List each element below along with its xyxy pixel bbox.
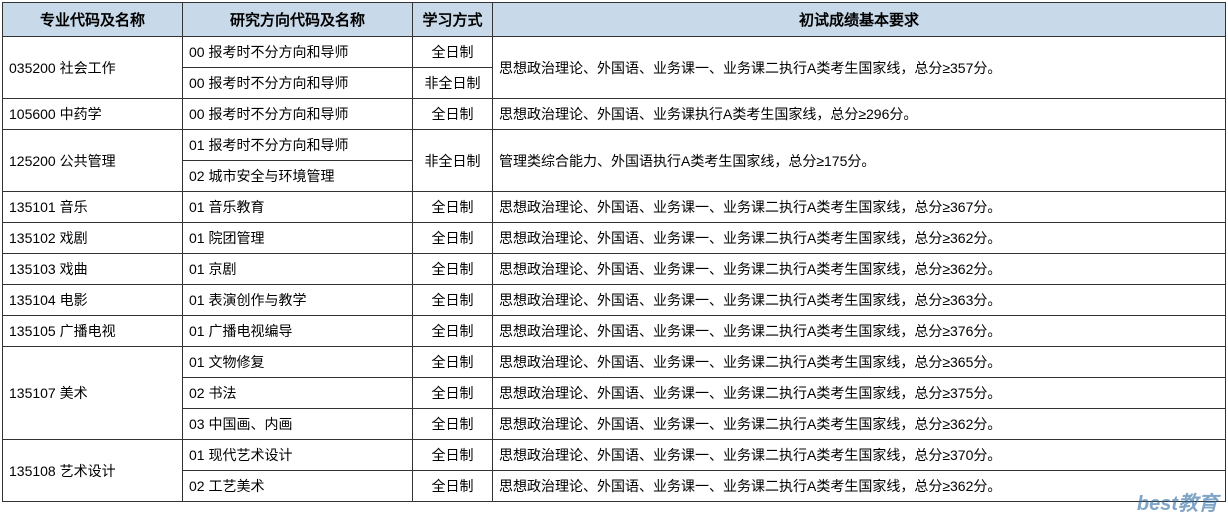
table-row: 135107 美术 01 文物修复 全日制 思想政治理论、外国语、业务课一、业务… <box>3 347 1226 378</box>
cell-requirement: 思想政治理论、外国语、业务课一、业务课二执行A类考生国家线，总分≥376分。 <box>493 316 1226 347</box>
table-row: 105600 中药学 00 报考时不分方向和导师 全日制 思想政治理论、外国语、… <box>3 99 1226 130</box>
admissions-table: 专业代码及名称 研究方向代码及名称 学习方式 初试成绩基本要求 035200 社… <box>2 2 1226 502</box>
cell-requirement: 思想政治理论、外国语、业务课执行A类考生国家线，总分≥296分。 <box>493 99 1226 130</box>
cell-major: 125200 公共管理 <box>3 130 183 192</box>
table-row: 135101 音乐 01 音乐教育 全日制 思想政治理论、外国语、业务课一、业务… <box>3 192 1226 223</box>
cell-direction: 01 音乐教育 <box>183 192 413 223</box>
cell-direction: 01 表演创作与教学 <box>183 285 413 316</box>
cell-requirement: 思想政治理论、外国语、业务课一、业务课二执行A类考生国家线，总分≥367分。 <box>493 192 1226 223</box>
table-row: 125200 公共管理 01 报考时不分方向和导师 非全日制 管理类综合能力、外… <box>3 130 1226 161</box>
cell-mode: 全日制 <box>413 409 493 440</box>
cell-requirement: 思想政治理论、外国语、业务课一、业务课二执行A类考生国家线，总分≥362分。 <box>493 223 1226 254</box>
cell-mode: 全日制 <box>413 285 493 316</box>
cell-requirement: 管理类综合能力、外国语执行A类考生国家线，总分≥175分。 <box>493 130 1226 192</box>
cell-major: 135108 艺术设计 <box>3 440 183 502</box>
cell-major: 035200 社会工作 <box>3 37 183 99</box>
cell-direction: 03 中国画、内画 <box>183 409 413 440</box>
cell-major: 135102 戏剧 <box>3 223 183 254</box>
cell-major: 135105 广播电视 <box>3 316 183 347</box>
table-row: 135104 电影 01 表演创作与教学 全日制 思想政治理论、外国语、业务课一… <box>3 285 1226 316</box>
cell-mode: 全日制 <box>413 378 493 409</box>
header-requirement: 初试成绩基本要求 <box>493 3 1226 37</box>
cell-direction: 01 文物修复 <box>183 347 413 378</box>
cell-mode: 非全日制 <box>413 68 493 99</box>
cell-mode: 全日制 <box>413 99 493 130</box>
cell-requirement: 思想政治理论、外国语、业务课一、业务课二执行A类考生国家线，总分≥362分。 <box>493 471 1226 502</box>
table-row: 135108 艺术设计 01 现代艺术设计 全日制 思想政治理论、外国语、业务课… <box>3 440 1226 471</box>
header-major: 专业代码及名称 <box>3 3 183 37</box>
header-mode: 学习方式 <box>413 3 493 37</box>
cell-direction: 01 院团管理 <box>183 223 413 254</box>
cell-major: 105600 中药学 <box>3 99 183 130</box>
cell-mode: 全日制 <box>413 471 493 502</box>
cell-requirement: 思想政治理论、外国语、业务课一、业务课二执行A类考生国家线，总分≥363分。 <box>493 285 1226 316</box>
cell-mode: 全日制 <box>413 316 493 347</box>
cell-mode: 全日制 <box>413 347 493 378</box>
cell-direction: 01 报考时不分方向和导师 <box>183 130 413 161</box>
table-row: 02 书法 全日制 思想政治理论、外国语、业务课一、业务课二执行A类考生国家线，… <box>3 378 1226 409</box>
header-direction: 研究方向代码及名称 <box>183 3 413 37</box>
cell-mode: 全日制 <box>413 440 493 471</box>
cell-mode: 全日制 <box>413 254 493 285</box>
cell-direction: 00 报考时不分方向和导师 <box>183 68 413 99</box>
table-row: 135103 戏曲 01 京剧 全日制 思想政治理论、外国语、业务课一、业务课二… <box>3 254 1226 285</box>
cell-major: 135103 戏曲 <box>3 254 183 285</box>
cell-requirement: 思想政治理论、外国语、业务课一、业务课二执行A类考生国家线，总分≥362分。 <box>493 409 1226 440</box>
cell-direction: 01 京剧 <box>183 254 413 285</box>
cell-direction: 01 现代艺术设计 <box>183 440 413 471</box>
header-row: 专业代码及名称 研究方向代码及名称 学习方式 初试成绩基本要求 <box>3 3 1226 37</box>
cell-direction: 01 广播电视编导 <box>183 316 413 347</box>
cell-mode: 非全日制 <box>413 130 493 192</box>
cell-mode: 全日制 <box>413 37 493 68</box>
cell-direction: 00 报考时不分方向和导师 <box>183 37 413 68</box>
cell-major: 135104 电影 <box>3 285 183 316</box>
cell-mode: 全日制 <box>413 192 493 223</box>
cell-requirement: 思想政治理论、外国语、业务课一、业务课二执行A类考生国家线，总分≥357分。 <box>493 37 1226 99</box>
cell-major: 135107 美术 <box>3 347 183 440</box>
cell-requirement: 思想政治理论、外国语、业务课一、业务课二执行A类考生国家线，总分≥365分。 <box>493 347 1226 378</box>
cell-requirement: 思想政治理论、外国语、业务课一、业务课二执行A类考生国家线，总分≥362分。 <box>493 254 1226 285</box>
cell-major: 135101 音乐 <box>3 192 183 223</box>
table-row: 02 工艺美术 全日制 思想政治理论、外国语、业务课一、业务课二执行A类考生国家… <box>3 471 1226 502</box>
table-row: 135102 戏剧 01 院团管理 全日制 思想政治理论、外国语、业务课一、业务… <box>3 223 1226 254</box>
cell-requirement: 思想政治理论、外国语、业务课一、业务课二执行A类考生国家线，总分≥375分。 <box>493 378 1226 409</box>
cell-requirement: 思想政治理论、外国语、业务课一、业务课二执行A类考生国家线，总分≥370分。 <box>493 440 1226 471</box>
table-row: 03 中国画、内画 全日制 思想政治理论、外国语、业务课一、业务课二执行A类考生… <box>3 409 1226 440</box>
cell-direction: 00 报考时不分方向和导师 <box>183 99 413 130</box>
table-row: 135105 广播电视 01 广播电视编导 全日制 思想政治理论、外国语、业务课… <box>3 316 1226 347</box>
cell-direction: 02 城市安全与环境管理 <box>183 161 413 192</box>
cell-mode: 全日制 <box>413 223 493 254</box>
table-row: 035200 社会工作 00 报考时不分方向和导师 全日制 思想政治理论、外国语… <box>3 37 1226 68</box>
cell-direction: 02 工艺美术 <box>183 471 413 502</box>
cell-direction: 02 书法 <box>183 378 413 409</box>
